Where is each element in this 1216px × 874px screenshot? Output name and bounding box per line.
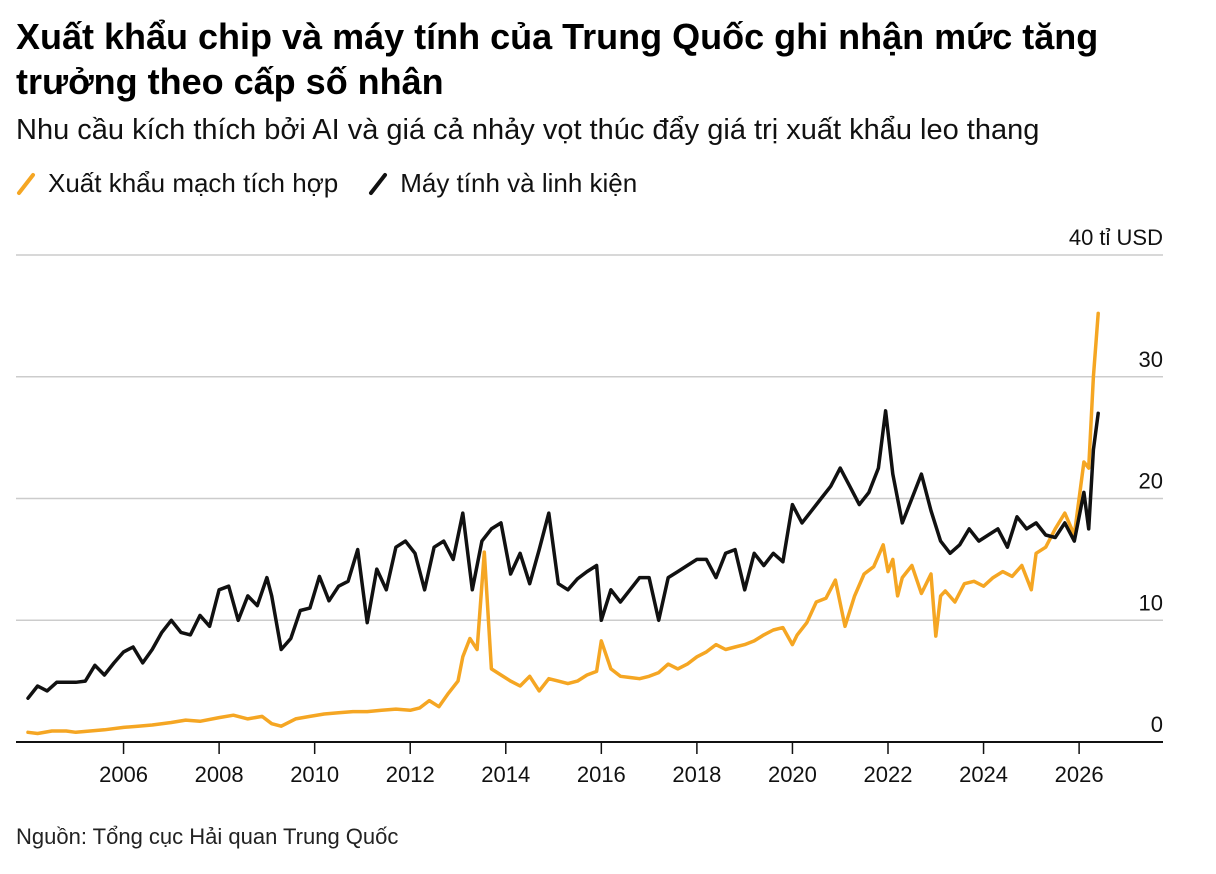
legend-item-integrated-circuits: Xuất khẩu mạch tích hợp: [16, 168, 338, 199]
x-tick-label-2010: 2010: [290, 762, 339, 787]
series-line-computers: [26, 409, 1100, 700]
source-note: Nguồn: Tổng cục Hải quan Trung Quốc: [16, 824, 399, 849]
y-axis-tick-labels: 0 10 20 30 40 tỉ USD: [1069, 225, 1163, 737]
legend-swatch-black-slash-icon: [369, 172, 388, 195]
y-tick-label-20: 20: [1139, 469, 1163, 494]
chart-subtitle: Nhu cầu kích thích bởi AI và giá cả nhảy…: [16, 114, 1040, 146]
x-tick-label-2012: 2012: [386, 762, 435, 787]
chart-legend: Xuất khẩu mạch tích hợp Máy tính và linh…: [16, 168, 667, 199]
x-tick-label-2022: 2022: [864, 762, 913, 787]
y-tick-label-40: 40 tỉ USD: [1069, 225, 1163, 250]
legend-swatch-orange-slash-icon: [17, 172, 35, 195]
x-tick-label-2024: 2024: [959, 762, 1008, 787]
line-chart: 0 10 20 30 40 tỉ USD 2006 2008 2010 2012 2014 201…: [16, 225, 1163, 787]
y-tick-label-0: 0: [1151, 712, 1163, 737]
legend-label-computers: Máy tính và linh kiện: [400, 168, 638, 198]
x-tick-label-2014: 2014: [481, 762, 530, 787]
x-tick-label-2008: 2008: [195, 762, 244, 787]
y-tick-label-30: 30: [1139, 347, 1163, 372]
x-tick-label-2020: 2020: [768, 762, 817, 787]
y-tick-label-10: 10: [1139, 590, 1163, 615]
chart-title: Xuất khẩu chip và máy tính của Trung Quố…: [16, 16, 1099, 102]
legend-item-computers: Máy tính và linh kiện: [368, 168, 637, 199]
x-tick-label-2026: 2026: [1055, 762, 1104, 787]
legend-label-integrated-circuits: Xuất khẩu mạch tích hợp: [48, 168, 339, 198]
x-tick-label-2006: 2006: [99, 762, 148, 787]
series-lines: [26, 311, 1100, 736]
series-line-integrated-circuits: [26, 311, 1100, 736]
gridlines: [16, 254, 1163, 621]
x-tick-label-2018: 2018: [672, 762, 721, 787]
x-axis: 2006 2008 2010 2012 2014 2016 2018 2020 2022 2024…: [16, 741, 1163, 787]
x-tick-label-2016: 2016: [577, 762, 626, 787]
